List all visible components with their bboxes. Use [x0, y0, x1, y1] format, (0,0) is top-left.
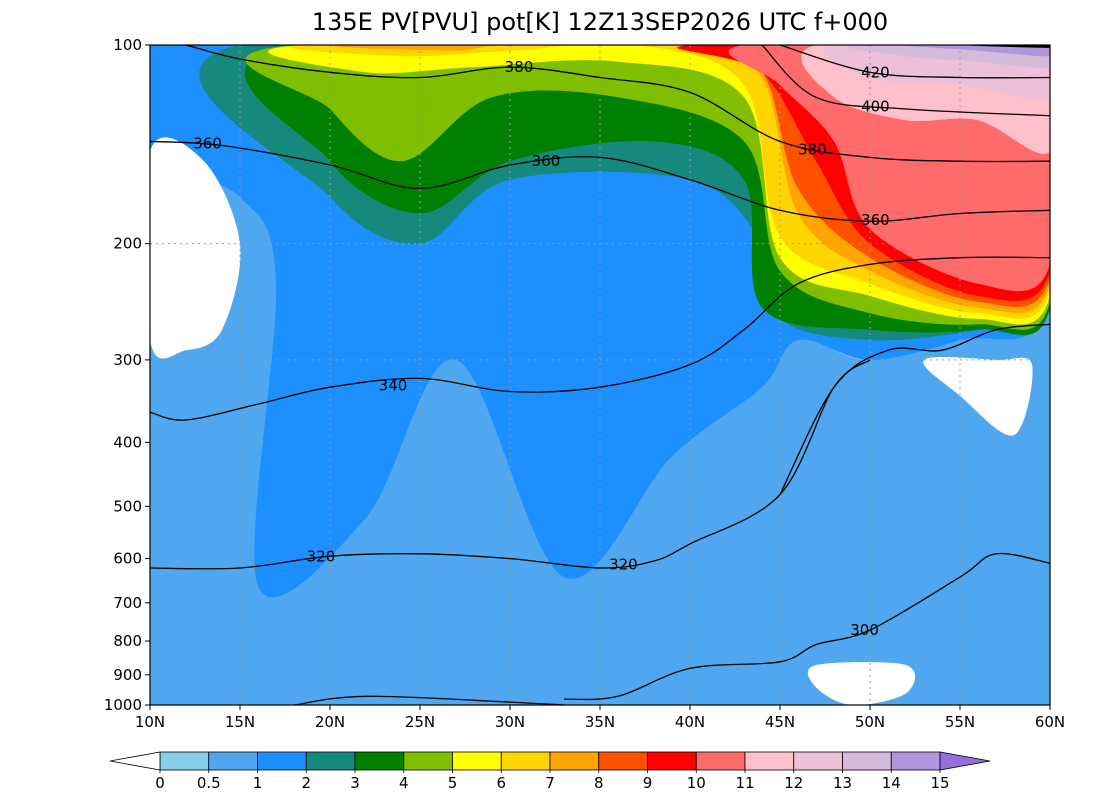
theta-contour-label: 320 [307, 548, 336, 566]
colorbar-swatch [598, 751, 648, 771]
theta-contour-label: 360 [861, 211, 890, 229]
y-tick-label: 500 [113, 497, 142, 515]
y-tick-label: 100 [113, 36, 142, 54]
colorbar-tick-label: 2 [301, 774, 311, 792]
colorbar-tick-label: 9 [643, 774, 653, 792]
theta-contour-340 [150, 256, 1050, 421]
x-tick-label: 50N [855, 713, 885, 731]
colorbar-tick-label: 0.5 [197, 774, 221, 792]
colorbar-tick-label: 6 [496, 774, 506, 792]
colorbar-tick-label: 15 [930, 774, 949, 792]
colorbar-tick-label: 5 [448, 774, 458, 792]
x-tick-label: 30N [495, 713, 525, 731]
pv-below-zero-region-0 [150, 137, 241, 359]
x-tick-label: 25N [405, 713, 435, 731]
x-tick-label: 45N [765, 713, 795, 731]
colorbar-tick-label: 13 [833, 774, 852, 792]
theta-contour-label: 300 [850, 621, 879, 639]
theta-contour-label: 420 [861, 63, 890, 81]
colorbar-swatch [744, 751, 795, 771]
colorbar-swatch [159, 751, 210, 771]
theta-contour-label: 340 [379, 376, 408, 394]
y-axis: 100 200 300 400 500 600 700 800 900 1000 [104, 36, 150, 714]
y-tick-label: 1000 [104, 696, 142, 714]
colorbar-tick-label: 10 [687, 774, 706, 792]
x-tick-label: 10N [135, 713, 165, 731]
y-tick-label: 900 [113, 666, 142, 684]
colorbar-swatch [647, 751, 697, 771]
theta-contour-labels: 420 400 380 380 360 360 360 340 320 320 300 [193, 58, 890, 639]
chart-title: 135E PV[PVU] pot[K] 12Z13SEP2026 UTC f+0… [312, 8, 888, 36]
pv-band-14 [904, 45, 1050, 57]
theta-contours [150, 45, 1050, 705]
theta-contour-400 [761, 45, 1050, 117]
colorbar-tick-label: 1 [253, 774, 263, 792]
y-tick-label: 400 [113, 433, 142, 451]
colorbar-swatch [403, 751, 453, 771]
pv-band-15 [960, 45, 1050, 48]
colorbar: 0 0.5 1 2 3 4 5 6 7 8 9 10 11 12 13 14 15 [109, 751, 991, 792]
colorbar-tick-label: 12 [784, 774, 803, 792]
theta-contour-label: 360 [193, 134, 222, 152]
y-tick-label: 800 [113, 632, 142, 650]
theta-contour-label: 380 [798, 141, 827, 159]
y-tick-label: 300 [113, 351, 142, 369]
theta-contour-label: 400 [861, 98, 890, 116]
colorbar-swatch [452, 751, 502, 771]
grid-lines [150, 45, 1050, 705]
pv-filled-contours [150, 45, 1050, 705]
theta-contour-330 [779, 323, 1050, 495]
pv-below-zero-region-1 [923, 357, 1033, 436]
colorbar-tick-label: 14 [882, 774, 901, 792]
pv-below-zero-region-2 [807, 661, 915, 705]
theta-contour-320 [150, 359, 871, 570]
colorbar-under-arrow [109, 751, 161, 771]
theta-contour-290 [293, 695, 565, 705]
x-tick-label: 15N [225, 713, 255, 731]
colorbar-swatch [208, 751, 258, 771]
x-tick-label: 35N [585, 713, 615, 731]
x-axis: 10N 15N 20N 25N 30N 35N 40N 45N 50N 55N 60N [135, 705, 1065, 731]
y-tick-label: 600 [113, 550, 142, 568]
colorbar-tick-label: 0 [155, 774, 165, 792]
colorbar-tick-label: 11 [735, 774, 754, 792]
colorbar-swatch [695, 751, 746, 771]
theta-contour-380 [185, 45, 1050, 163]
colorbar-tick-label: 3 [350, 774, 360, 792]
x-tick-label: 20N [315, 713, 345, 731]
colorbar-swatch [500, 751, 551, 771]
colorbar-swatch [257, 751, 307, 771]
colorbar-tick-label: 8 [594, 774, 604, 792]
theta-contour-label: 320 [609, 555, 638, 573]
colorbar-tick-label: 4 [399, 774, 409, 792]
theta-contour-label: 380 [505, 58, 534, 76]
colorbar-swatch [549, 751, 600, 771]
theta-contour-360 [150, 140, 1050, 222]
x-tick-label: 40N [675, 713, 705, 731]
colorbar-swatch [305, 751, 356, 771]
colorbar-tick-label: 7 [545, 774, 555, 792]
theta-contour-300 [563, 552, 1050, 701]
x-tick-label: 55N [945, 713, 975, 731]
colorbar-swatch [354, 751, 405, 771]
theta-contour-420 [779, 45, 1050, 79]
colorbar-swatch [842, 751, 892, 771]
colorbar-swatch [793, 751, 843, 771]
y-tick-label: 200 [113, 235, 142, 253]
colorbar-over-arrow [939, 751, 991, 771]
theta-contour-label: 360 [532, 152, 561, 170]
x-tick-label: 60N [1035, 713, 1065, 731]
y-tick-label: 700 [113, 594, 142, 612]
colorbar-swatch [890, 751, 941, 771]
